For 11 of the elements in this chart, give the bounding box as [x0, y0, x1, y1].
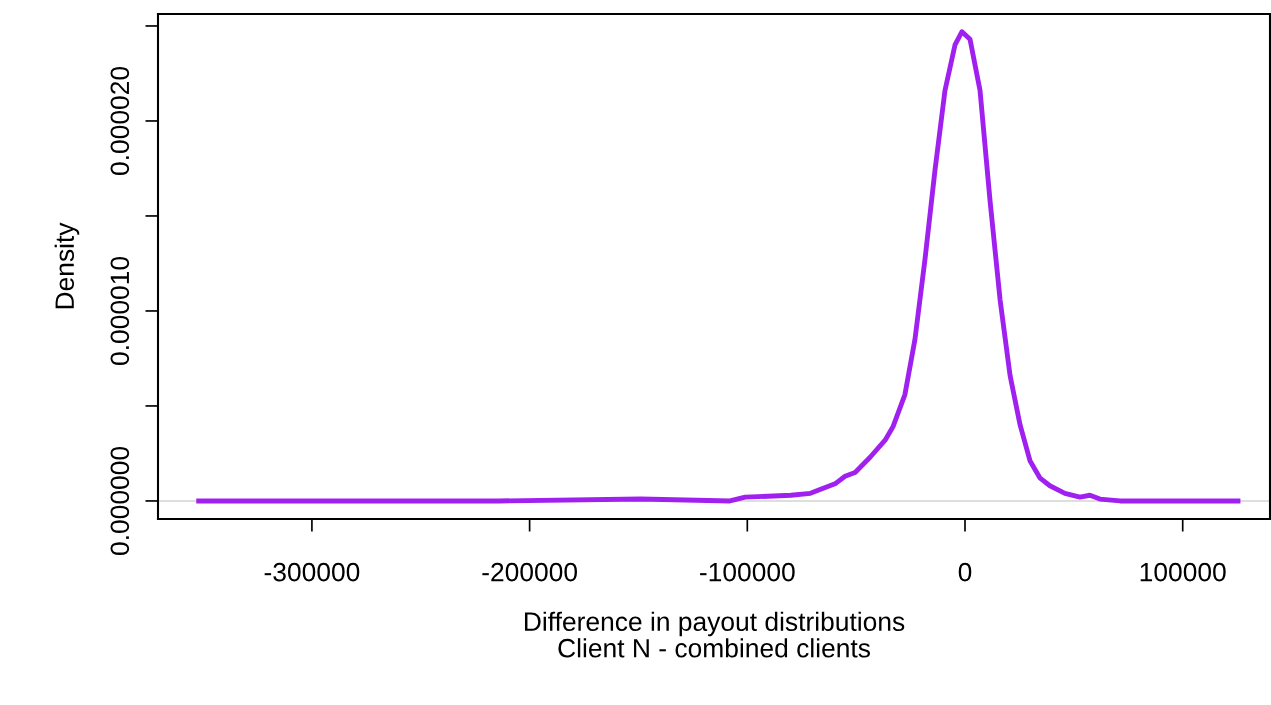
y-axis-title: Density [54, 222, 80, 309]
y-tick-label: 0.000020 [110, 66, 130, 175]
y-tick-label: 0.000010 [110, 256, 130, 365]
x-tick-label: 0 [958, 562, 972, 582]
y-tick-label: 0.000000 [110, 446, 130, 555]
x-tick-label: -100000 [700, 562, 795, 582]
x-tick-label: -300000 [264, 562, 360, 582]
line-series [196, 29, 1241, 504]
x-tick-label: -200000 [482, 562, 578, 582]
x-tick-label: 100000 [1140, 562, 1226, 582]
x-axis-title: Difference in payout distributions Client N - combined clients [524, 611, 905, 658]
